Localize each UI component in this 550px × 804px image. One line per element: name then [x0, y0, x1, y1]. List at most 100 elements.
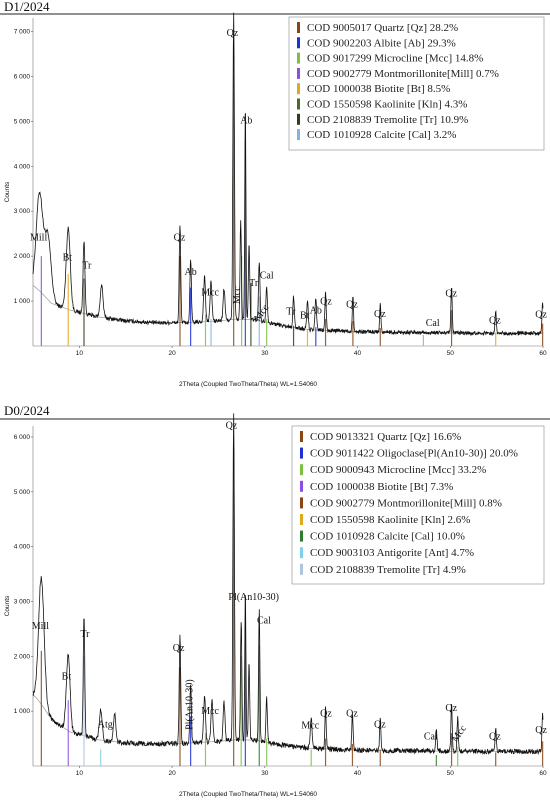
peak-label: Bt	[300, 311, 310, 322]
xrd-chart-d0: D0/2024 1 000 2 000 3 000 4 000 5 000 6 000 10 2…	[0, 403, 550, 798]
phase-marker	[204, 314, 207, 346]
phase-marker	[324, 738, 327, 766]
y-tick-label: 1 000	[14, 708, 31, 715]
peak-label: Qz	[174, 232, 186, 243]
legend-swatch	[300, 563, 303, 575]
peak-label: Mcc	[232, 286, 243, 304]
phase-marker	[204, 733, 207, 766]
x-tick-label: 10	[76, 770, 84, 777]
peak-label: Tr	[249, 278, 259, 289]
legend: COD 9013321 Quartz [Qz] 16.6% COD 9011422…	[291, 425, 545, 585]
y-tick-label: 3 000	[14, 598, 31, 605]
legend-swatch	[300, 464, 303, 476]
legend-entry: COD 1000038 Biotite [Bt] 7.3%	[310, 481, 453, 493]
phase-marker	[258, 645, 260, 766]
peak-label: Cal	[257, 615, 271, 626]
y-tick-label: 2 000	[14, 253, 31, 260]
peak-label: Qz	[320, 297, 332, 308]
phase-marker	[190, 287, 192, 346]
legend-entry: COD 9000943 Microcline [Mcc] 33.2%	[310, 464, 486, 476]
phase-marker	[495, 332, 497, 346]
legend-entry: COD 1000038 Biotite [Bt] 8.5%	[307, 83, 450, 95]
peak-label: Qz	[320, 709, 332, 720]
legend-entry: COD 9002203 Albite [Ab] 29.3%	[307, 37, 456, 49]
phase-marker	[83, 656, 85, 766]
peak-label: Mcc	[201, 706, 219, 717]
legend-swatch	[300, 547, 303, 559]
x-tick-label: 60	[539, 770, 547, 777]
phase-marker	[379, 328, 381, 346]
legend-entry: COD 9013321 Quartz [Qz] 16.6%	[310, 431, 461, 443]
panel-title: D0/2024	[4, 403, 50, 418]
peak-label: Ab	[240, 116, 252, 127]
peak-label: Qz	[489, 316, 501, 327]
phase-marker	[422, 334, 424, 346]
peak-label: Tr	[80, 629, 90, 640]
peak-label: Cal	[426, 318, 440, 329]
phase-marker	[100, 749, 102, 766]
legend-entry: COD 1010928 Calcite [Cal] 3.2%	[307, 129, 456, 141]
legend-swatch	[300, 447, 303, 459]
peak-label: Qz	[173, 643, 185, 654]
phase-marker	[240, 656, 242, 766]
phase-marker	[67, 274, 69, 346]
legend-swatch	[297, 52, 300, 64]
legend-entry: COD 2108839 Tremolite [Tr] 4.9%	[310, 564, 466, 576]
legend-swatch	[300, 431, 303, 442]
xrd-panel-d1: D1/2024 1 000 2 000 3 000 4 000 5 000 6 000 7 0…	[0, 0, 550, 388]
legend-box	[291, 425, 545, 585]
peak-label: Tr	[286, 307, 296, 318]
phase-marker	[450, 733, 453, 766]
legend-entry: COD 9003103 Antigorite [Ant] 4.7%	[310, 547, 474, 559]
peak-label: Ab	[310, 306, 322, 317]
x-tick-label: 50	[447, 350, 455, 357]
diffraction-pattern-line	[32, 413, 544, 755]
phase-marker	[190, 716, 192, 766]
peak-label: Qz	[489, 732, 501, 743]
legend-swatch	[297, 83, 300, 95]
peak-label: Qz	[226, 421, 238, 432]
diffraction-pattern-line	[32, 12, 544, 337]
legend-swatch	[297, 37, 300, 49]
xrd-panel-d0: D0/2024 1 000 2 000 3 000 4 000 5 000 6 000 10 2…	[0, 402, 550, 804]
phase-marker	[324, 319, 327, 346]
peak-label: Ab	[184, 267, 196, 278]
legend-swatch	[300, 480, 303, 492]
phase-marker	[233, 53, 235, 347]
x-tick-label: 60	[539, 350, 547, 357]
peak-label: Mill	[32, 621, 49, 632]
phase-marker	[266, 738, 268, 766]
x-tick-label: 50	[447, 770, 455, 777]
peak-label: Mcc	[450, 723, 470, 744]
peak-label: Cal	[424, 732, 438, 743]
peak-label: Atg	[98, 720, 113, 731]
phase-marker	[40, 650, 42, 766]
legend-entry: COD 9002779 Montmorillonite[Mill] 0.8%	[310, 497, 502, 509]
legend-entry: COD 9005017 Quartz [Qz] 28.2%	[307, 22, 458, 34]
y-tick-label: 4 000	[14, 544, 31, 551]
phase-marker	[266, 319, 268, 346]
phase-marker	[179, 667, 181, 766]
legend-entry: COD 9017299 Microcline [Mcc] 14.8%	[307, 53, 483, 65]
peak-label: Mill	[30, 232, 47, 243]
y-axis-title: Counts	[4, 181, 11, 202]
peak-label: Qz	[227, 28, 239, 39]
x-tick-label: 30	[261, 350, 269, 357]
peak-label: Qz	[346, 709, 358, 720]
phase-marker	[450, 310, 453, 346]
y-tick-label: 5 000	[14, 489, 31, 496]
xrd-chart-d1: D1/2024 1 000 2 000 3 000 4 000 5 000 6 000 7 0…	[0, 0, 550, 388]
x-axis-title: 2Theta (Coupled TwoTheta/Theta) WL=1.540…	[179, 381, 317, 388]
phase-marker	[495, 752, 497, 766]
x-tick-label: 10	[76, 350, 84, 357]
phase-marker	[210, 319, 212, 346]
y-tick-label: 1 000	[14, 298, 31, 305]
legend-entry: COD 2108839 Tremolite [Tr] 10.9%	[307, 114, 468, 126]
legend-swatch	[297, 22, 300, 33]
peak-label: Qz	[445, 289, 457, 300]
phase-marker	[351, 744, 354, 766]
phase-marker	[258, 296, 260, 346]
x-axis-title: 2Theta (Coupled TwoTheta/Theta) WL=1.540…	[179, 791, 317, 798]
legend-swatch	[297, 98, 300, 110]
legend: COD 9005017 Quartz [Qz] 28.2% COD 9002203…	[288, 16, 545, 151]
